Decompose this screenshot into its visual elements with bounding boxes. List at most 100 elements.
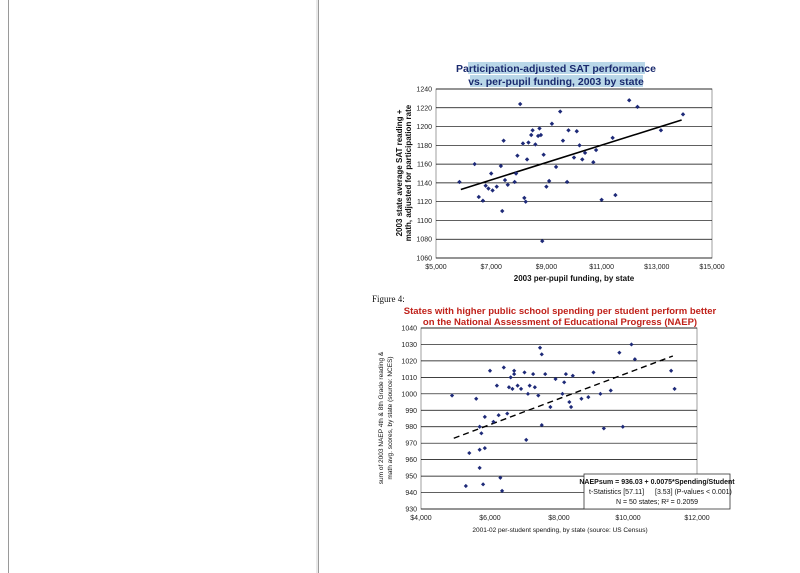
chart1-data-point	[457, 179, 462, 185]
chart2-subtitle: on the National Assessment of Educationa…	[423, 317, 697, 328]
chart1-data-point	[566, 128, 571, 133]
chart2-y-tick-label: 940	[405, 490, 417, 497]
chart1-data-point	[480, 198, 486, 203]
chart2-y-tick-label: 930	[405, 507, 417, 514]
chart2-data-point	[477, 447, 482, 452]
chart1-data-point	[574, 129, 579, 134]
chart1-data-point	[593, 147, 599, 153]
chart2-data-point	[568, 404, 574, 410]
chart1-y-tick-label: 1140	[417, 180, 432, 187]
chart2-y-tick-label: 1030	[401, 342, 417, 349]
chart1-data-point	[512, 179, 517, 185]
chart2-y-tick-label: 970	[405, 441, 417, 448]
chart2-data-point	[467, 450, 472, 456]
chart2-data-point	[508, 375, 513, 380]
chart1-x-axis-label: 2003 per-pupil funding, by state	[514, 274, 635, 283]
chart2-data-point	[479, 431, 484, 436]
chart1-data-point	[580, 157, 585, 162]
regression-tstat-values: [3.53] (P-values < 0.001)	[655, 489, 732, 496]
chart1-subtitle: vs. per-pupil funding, 2003 by state	[468, 76, 644, 88]
chart2-data-point	[531, 371, 536, 377]
chart2-data-point	[515, 383, 520, 388]
chart2-data-point	[543, 371, 548, 377]
chart2-data-point	[632, 357, 637, 362]
chart1-y-tick-label: 1160	[417, 162, 432, 169]
chart2-data-point	[496, 413, 501, 418]
chart1-data-point	[591, 160, 596, 165]
chart1-data-point	[599, 197, 604, 202]
chart2-data-point	[506, 385, 512, 390]
chart2-x-tick-label: $4,000	[410, 515, 432, 522]
chart2-data-point	[629, 342, 634, 347]
chart1-y-tick-label: 1100	[417, 218, 432, 225]
chart1-data-point	[517, 101, 523, 107]
chart2-x-tick-label: $8,000	[548, 515, 570, 522]
chart2-x-tick-label: $10,000	[615, 515, 640, 522]
chart2-data-point	[449, 393, 455, 398]
chart1-data-point	[529, 132, 534, 138]
chart1-title: Participation-adjusted SAT performance	[456, 63, 656, 75]
regression-fit-stats: N = 50 states; R² = 0.2059	[616, 499, 698, 506]
chart1-data-point	[524, 157, 530, 162]
chart1-y-axis-label-line1: 2003 state average SAT reading +	[395, 109, 404, 236]
chart1-y-tick-label: 1220	[416, 105, 432, 112]
chart1-x-tick-label: $9,000	[536, 264, 558, 271]
chart2-data-point	[477, 424, 482, 429]
chart2-data-point	[536, 393, 541, 398]
chart2-data-point	[510, 386, 515, 391]
chart1-data-point	[533, 142, 538, 147]
chart1-data-point	[564, 179, 570, 185]
chart1-data-point	[538, 132, 544, 138]
chart1-data-point	[490, 188, 495, 193]
chart2-data-point	[491, 419, 496, 424]
chart2-data-point	[672, 386, 677, 391]
chart1-data-point	[515, 153, 520, 158]
chart1-data-point	[577, 143, 582, 148]
chart2-x-tick-label: $6,000	[479, 515, 501, 522]
chart2-data-point	[481, 482, 486, 487]
chart1-y-tick-label: 1060	[416, 256, 432, 263]
left-page-edge	[0, 0, 9, 573]
chart1-data-point	[582, 150, 588, 156]
chart1-data-point	[513, 171, 519, 176]
chart2-data-point	[598, 391, 603, 396]
chart2-data-point	[601, 426, 606, 431]
chart1-y-axis-label-line2: math, adjusted for participation rate	[404, 104, 413, 241]
chart2-data-point	[522, 370, 527, 375]
chart1-data-point	[505, 182, 510, 187]
chart2-data-point	[560, 391, 565, 396]
chart2-data-point	[537, 345, 543, 350]
chart2-data-point	[524, 437, 529, 442]
chart1-data-point	[472, 161, 477, 167]
chart1-data-point	[635, 104, 640, 110]
chart2-data-point	[505, 411, 510, 416]
figure-label: Figure 4:	[372, 294, 405, 304]
chart1-x-tick-label: $11,000	[589, 264, 614, 271]
chart1-subtitle-bg	[470, 75, 643, 87]
chart1-data-point	[486, 186, 491, 191]
chart2-data-point	[482, 446, 487, 451]
chart1-data-point	[523, 199, 528, 204]
chart2-trendline	[453, 355, 674, 439]
chart2-data-point	[482, 414, 487, 419]
chart2-y-tick-label: 1040	[401, 326, 417, 333]
chart2-data-point	[539, 422, 544, 428]
chart1-data-point	[526, 140, 531, 145]
chart1-x-tick-label: $15,000	[699, 264, 724, 271]
chart1-y-tick-label: 1080	[416, 237, 432, 244]
regression-annotation-box	[583, 473, 731, 510]
chart1-data-point	[613, 192, 618, 198]
chart2-data-point	[608, 388, 613, 393]
chart2-y-axis-label-line2: math avg. scores, by state (source: NCES…	[387, 356, 394, 479]
chart2-data-point	[525, 391, 531, 396]
chart2-data-point	[562, 380, 567, 385]
chart1-data-point	[483, 183, 488, 188]
chart1-x-tick-label: $5,000	[425, 264, 447, 271]
chart2-data-point	[512, 371, 517, 377]
chart2-data-point	[494, 383, 499, 388]
chart2-data-point	[463, 483, 468, 489]
chart2-data-point	[477, 465, 482, 470]
chart2-data-point	[498, 475, 503, 480]
chart2-y-tick-label: 950	[405, 474, 417, 481]
chart1-data-point	[476, 194, 481, 200]
